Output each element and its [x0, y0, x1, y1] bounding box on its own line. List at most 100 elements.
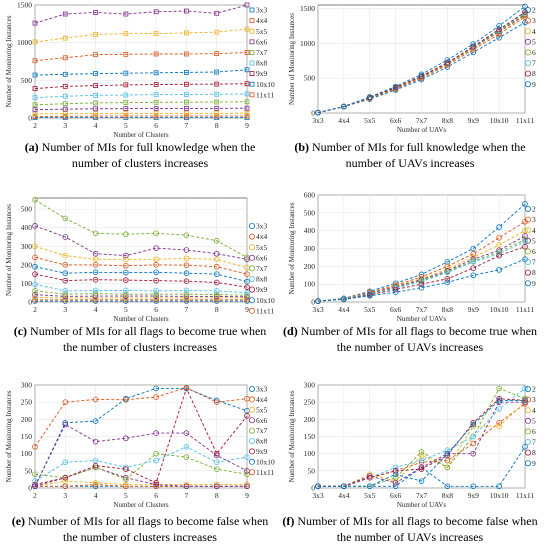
data-point [123, 262, 129, 269]
data-point [213, 263, 220, 270]
legend-marker [248, 448, 255, 455]
data-point [496, 247, 502, 254]
caption-text: Number of MIs for all flags to become fa… [294, 514, 538, 544]
x-tick-label: 3 [63, 121, 67, 130]
data-point [244, 105, 250, 111]
legend-marker [525, 7, 532, 13]
caption-letter: (d) [283, 324, 298, 338]
legend-marker [248, 222, 255, 229]
data-point [123, 231, 129, 238]
data-point [92, 481, 99, 488]
legend-marker [249, 28, 255, 34]
legend-marker [525, 38, 532, 45]
data-point [92, 287, 99, 294]
data-point [153, 457, 159, 464]
data-point [444, 450, 451, 457]
data-point [92, 396, 99, 403]
data-point [184, 8, 189, 14]
data-point [93, 111, 98, 116]
y-tick-label: 50 [308, 466, 316, 475]
series-line [34, 256, 248, 275]
y-tick-label: 0 [28, 114, 32, 123]
data-point [470, 440, 477, 447]
data-point [244, 481, 250, 488]
data-point [214, 113, 220, 119]
data-point [522, 238, 528, 245]
x-tick-label: 8x8 [442, 305, 454, 314]
data-point [470, 433, 477, 440]
data-point [183, 295, 190, 301]
data-point [153, 82, 159, 87]
data-point [62, 295, 69, 301]
legend-entry-label: 3 [532, 215, 536, 224]
chart-panel-d: 0 100 200 300 400 500 600 3x3 4x4 5x5 6x6 7x7 8x8 9x9… [288, 191, 536, 324]
data-point [522, 201, 528, 207]
data-point [93, 83, 98, 89]
data-point [32, 58, 38, 64]
data-point [183, 384, 190, 391]
data-point [244, 284, 250, 290]
data-point [214, 29, 220, 35]
data-point [153, 256, 159, 263]
data-point [93, 52, 98, 58]
legend-entry-label: 7 [532, 438, 536, 447]
series-9x9 [32, 81, 250, 92]
data-point [123, 287, 129, 294]
caption-a: (a) Number of MIs for full knowledge whe… [5, 139, 275, 171]
data-point [32, 20, 38, 26]
data-point [444, 57, 451, 63]
legend-entry-label: 7 [532, 258, 536, 267]
data-point [444, 483, 451, 490]
data-point [62, 474, 69, 481]
data-point [123, 269, 129, 276]
data-point [496, 252, 502, 259]
caption-letter: (e) [11, 514, 26, 528]
x-axis-label: Number of UAVs [397, 501, 447, 509]
data-point [213, 293, 220, 300]
x-tick-label: 3x3 [312, 491, 324, 500]
data-point [244, 471, 250, 478]
data-point [62, 421, 69, 428]
data-point [93, 106, 98, 112]
data-point [123, 277, 129, 283]
data-point [123, 106, 129, 111]
data-point [123, 92, 129, 98]
data-point [123, 476, 129, 483]
data-point [92, 483, 99, 490]
data-point [62, 419, 69, 426]
x-tick-label: 3x3 [312, 116, 324, 125]
data-point [123, 295, 129, 301]
legend-entry-label: 5x5 [256, 27, 268, 36]
y-tick-label: 200 [21, 260, 33, 269]
data-point [153, 480, 159, 486]
data-point [366, 473, 373, 479]
legend-marker [248, 427, 255, 434]
x-tick-label: 8 [215, 491, 219, 500]
data-point [62, 101, 68, 107]
data-point [214, 110, 220, 116]
data-point [153, 481, 159, 488]
data-point [153, 450, 159, 457]
data-point [366, 471, 373, 478]
legend-marker [525, 205, 532, 212]
series-line [34, 101, 248, 106]
y-tick-label: 0 [311, 484, 315, 493]
legend-entry-label: 6 [532, 427, 536, 436]
data-point [32, 288, 38, 294]
data-point [522, 233, 528, 239]
data-point [32, 107, 38, 113]
legend-marker [249, 7, 255, 13]
series-line [34, 112, 248, 115]
y-tick-label: 100 [304, 280, 316, 289]
legend-entry-label: 9x9 [256, 69, 268, 78]
series-line [318, 388, 526, 487]
data-point [32, 263, 38, 270]
data-point [470, 483, 477, 490]
series-line [34, 199, 248, 258]
x-axis-label: Number of UAVs [397, 126, 447, 134]
series-line [318, 399, 525, 487]
data-point [184, 70, 189, 75]
x-tick-label: 6x6 [390, 116, 402, 125]
data-point [153, 269, 159, 276]
